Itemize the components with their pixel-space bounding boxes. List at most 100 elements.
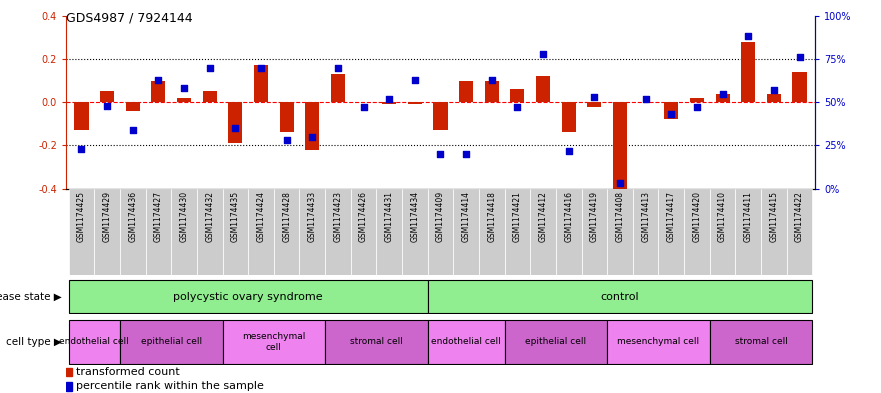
Text: GSM1174428: GSM1174428	[282, 191, 291, 242]
Point	[588, 94, 602, 100]
Point	[510, 104, 524, 110]
Bar	[305, 102, 319, 150]
Bar	[196, 189, 223, 275]
Point	[793, 54, 807, 61]
Text: control: control	[601, 292, 640, 302]
Bar	[556, 189, 581, 275]
Bar	[793, 72, 807, 102]
Text: GSM1174427: GSM1174427	[154, 191, 163, 242]
Text: GSM1174409: GSM1174409	[436, 191, 445, 242]
FancyBboxPatch shape	[710, 320, 812, 364]
Bar	[690, 98, 704, 102]
Point	[536, 51, 550, 57]
Text: GSM1174416: GSM1174416	[564, 191, 574, 242]
Text: GSM1174431: GSM1174431	[385, 191, 394, 242]
Point	[100, 103, 115, 109]
FancyBboxPatch shape	[69, 281, 427, 313]
Text: mesenchymal
cell: mesenchymal cell	[242, 332, 306, 352]
Point	[74, 146, 88, 152]
Bar	[454, 189, 479, 275]
Bar	[562, 102, 576, 132]
Bar	[787, 189, 812, 275]
Text: GSM1174421: GSM1174421	[513, 191, 522, 242]
Text: GSM1174408: GSM1174408	[616, 191, 625, 242]
Text: transformed count: transformed count	[76, 367, 180, 377]
Point	[408, 77, 422, 83]
FancyBboxPatch shape	[607, 320, 710, 364]
Text: endothelial cell: endothelial cell	[59, 338, 130, 346]
Bar	[588, 102, 602, 107]
FancyBboxPatch shape	[325, 320, 427, 364]
Bar	[145, 189, 171, 275]
Bar	[177, 98, 191, 102]
Text: GSM1174420: GSM1174420	[692, 191, 701, 242]
Point	[228, 125, 242, 131]
Text: GSM1174433: GSM1174433	[307, 191, 317, 242]
Text: disease state ▶: disease state ▶	[0, 292, 62, 302]
Point	[254, 64, 268, 71]
Text: GSM1174411: GSM1174411	[744, 191, 752, 242]
Text: GSM1174412: GSM1174412	[538, 191, 548, 242]
Bar	[279, 102, 293, 132]
Point	[459, 151, 473, 157]
Point	[741, 33, 755, 40]
Point	[177, 85, 191, 92]
Bar	[613, 102, 627, 189]
Point	[485, 77, 499, 83]
Bar	[741, 42, 755, 102]
Bar	[505, 189, 530, 275]
Text: stromal cell: stromal cell	[350, 338, 403, 346]
Point	[562, 147, 576, 154]
Point	[639, 95, 653, 102]
Text: GSM1174414: GSM1174414	[462, 191, 470, 242]
Bar	[228, 102, 242, 143]
Bar	[94, 189, 120, 275]
Point	[126, 127, 140, 133]
Bar	[736, 189, 761, 275]
Bar	[581, 189, 607, 275]
Bar	[325, 189, 351, 275]
FancyBboxPatch shape	[427, 281, 812, 313]
Point	[152, 77, 166, 83]
Bar	[351, 189, 376, 275]
Bar	[74, 102, 88, 130]
Text: GSM1174417: GSM1174417	[667, 191, 676, 242]
Bar	[710, 189, 736, 275]
Bar	[152, 81, 166, 102]
Bar	[274, 189, 300, 275]
Bar	[715, 94, 729, 102]
Bar	[433, 102, 448, 130]
Bar	[427, 189, 454, 275]
Point	[382, 95, 396, 102]
FancyBboxPatch shape	[505, 320, 607, 364]
Text: percentile rank within the sample: percentile rank within the sample	[76, 381, 263, 391]
Text: polycystic ovary syndrome: polycystic ovary syndrome	[174, 292, 323, 302]
FancyBboxPatch shape	[427, 320, 505, 364]
Text: GSM1174418: GSM1174418	[487, 191, 496, 242]
Point	[357, 104, 371, 110]
Text: GSM1174434: GSM1174434	[411, 191, 419, 242]
Point	[305, 134, 319, 140]
Bar	[633, 189, 658, 275]
Text: GSM1174423: GSM1174423	[333, 191, 343, 242]
Point	[203, 64, 217, 71]
Bar	[479, 189, 505, 275]
Bar	[203, 91, 217, 102]
Text: GSM1174429: GSM1174429	[102, 191, 112, 242]
Bar	[485, 81, 499, 102]
Bar	[664, 102, 678, 119]
Bar	[100, 91, 115, 102]
Bar	[536, 76, 550, 102]
Bar	[766, 94, 781, 102]
Bar	[459, 81, 473, 102]
Bar	[510, 89, 524, 102]
Bar	[69, 189, 94, 275]
Text: GSM1174419: GSM1174419	[590, 191, 599, 242]
Bar	[248, 189, 274, 275]
Text: GSM1174426: GSM1174426	[359, 191, 368, 242]
Bar	[223, 189, 248, 275]
Point	[664, 111, 678, 118]
Point	[279, 137, 293, 143]
Bar	[685, 189, 710, 275]
Bar	[66, 382, 72, 391]
